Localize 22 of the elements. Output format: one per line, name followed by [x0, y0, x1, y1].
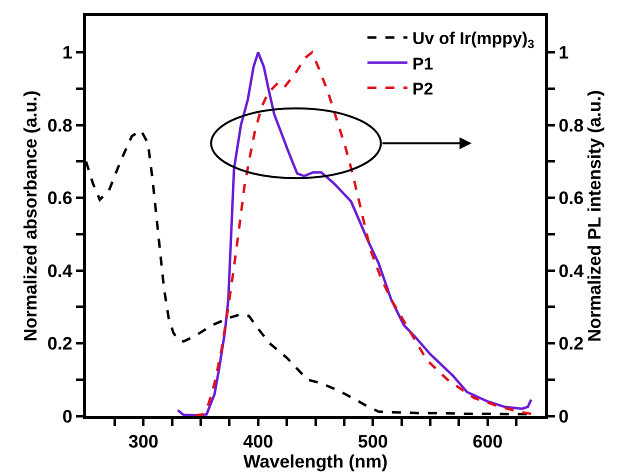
- y-axis-title: Normalized absorbance (a.u.): [20, 90, 41, 342]
- y-tick-label: 1: [62, 42, 72, 63]
- y-tick-label: 0.8: [47, 115, 72, 136]
- y2-tick-label: 0.6: [558, 188, 584, 208]
- y-tick-label: 0.4: [47, 260, 72, 281]
- y2-tick-label: 0.8: [558, 115, 584, 136]
- legend-label: Uv of Ir(mppy)$_{3}$: [412, 29, 535, 51]
- x-axis-title: Wavelength (nm): [243, 452, 388, 472]
- y-tick-label: 0: [62, 406, 72, 426]
- x-tick-label: 500: [358, 432, 388, 452]
- y2-tick-label: 0: [558, 406, 569, 426]
- legend-label: P2: [412, 79, 434, 98]
- y2-tick-label: 1: [558, 42, 569, 63]
- y2-tick-label: 0.4: [558, 260, 584, 281]
- y2-tick-label: 0.2: [558, 334, 584, 354]
- y-tick-label: 0.6: [47, 188, 72, 208]
- y-tick-label: 0.2: [47, 334, 72, 354]
- x-tick-label: 300: [128, 432, 158, 452]
- y2-axis-title: Normalized PL intensity (a.u.): [584, 90, 605, 342]
- legend-label: P1: [412, 54, 434, 74]
- x-tick-label: 400: [243, 432, 274, 452]
- x-tick-label: 600: [472, 432, 503, 452]
